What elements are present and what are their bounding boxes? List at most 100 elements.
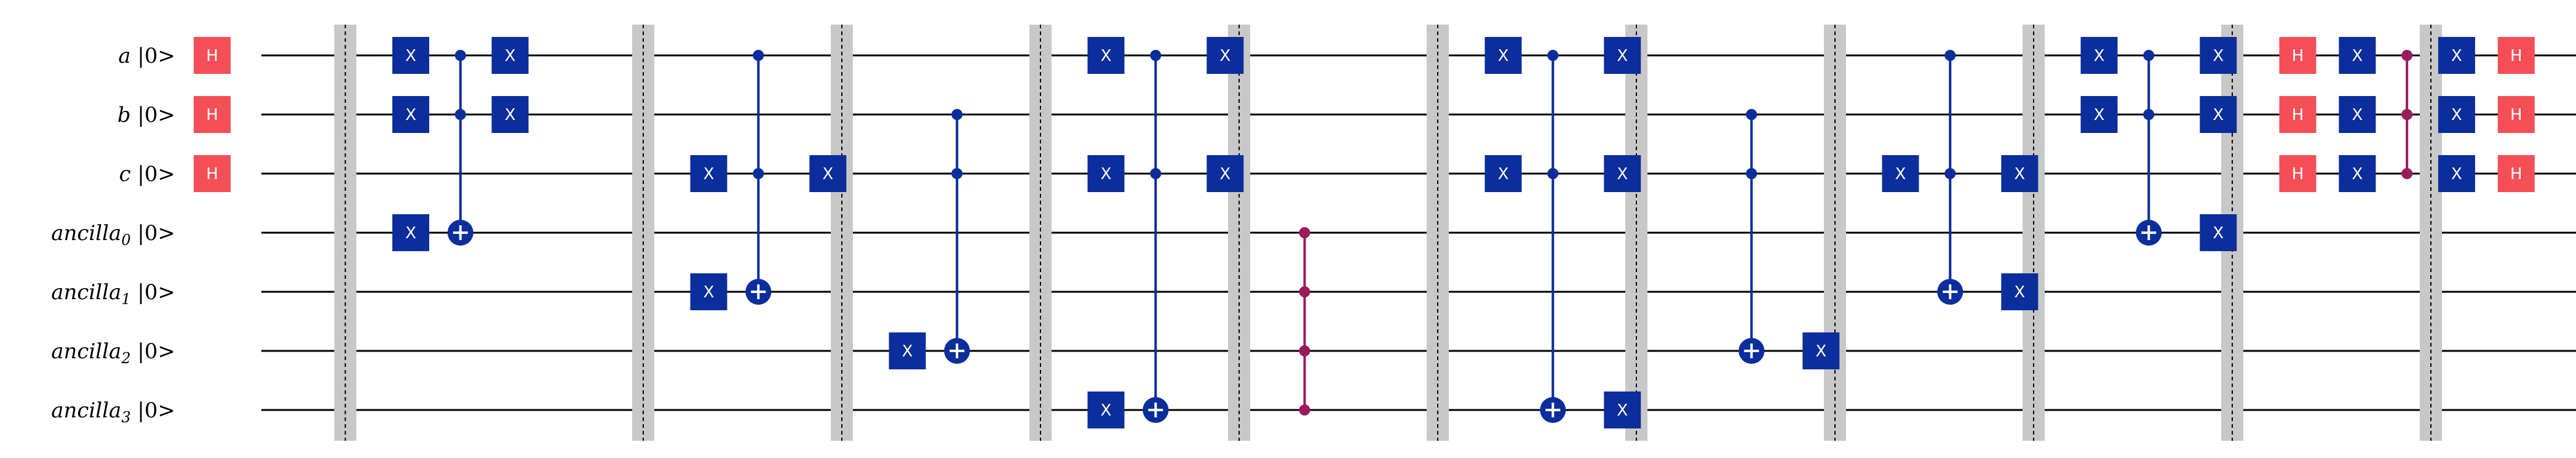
cx-gate	[2136, 50, 2162, 246]
gate-box	[690, 273, 727, 310]
qubit-name: ancilla	[51, 221, 121, 246]
gate-box	[2001, 155, 2039, 192]
x-gate: X	[2001, 273, 2039, 310]
gate-label: H	[2510, 47, 2522, 65]
gate-box	[392, 96, 429, 133]
gate-label: X	[2451, 47, 2462, 65]
gate-label: H	[206, 106, 218, 124]
cx-gate	[944, 109, 970, 364]
gate-label: X	[2352, 106, 2363, 124]
x-gate: X	[1087, 155, 1125, 192]
gate-box	[1484, 37, 1522, 74]
gate-box	[1604, 37, 1641, 74]
gate-label: X	[703, 165, 715, 183]
gate-box	[1604, 392, 1641, 428]
gates: H H H X X X X X X X X X X X X X X X X X X X X X X X X X X X X H H H X X X X X X…	[194, 37, 2535, 428]
gate-box	[690, 155, 727, 192]
x-gate: X	[392, 96, 429, 133]
gate-label: X	[2451, 106, 2462, 124]
gate-label: X	[2352, 47, 2363, 65]
gate-box	[2438, 155, 2475, 192]
gate-box	[2339, 155, 2376, 192]
cz-dot	[1299, 227, 1310, 238]
qubit-subscript: 3	[121, 409, 130, 426]
cx-gate	[1143, 50, 1169, 423]
cx-gate	[447, 50, 474, 246]
control-dot	[951, 109, 963, 120]
gate-label: X	[2213, 224, 2224, 243]
gate-box	[2080, 96, 2118, 133]
x-gate: X	[1207, 155, 1244, 192]
gate-label: X	[1101, 401, 1112, 420]
gate-label: H	[2292, 106, 2304, 124]
h-gate: H	[2497, 37, 2535, 74]
h-gate: H	[194, 155, 231, 192]
control-dot	[1547, 50, 1559, 61]
control-dot	[1944, 168, 1956, 179]
gate-box	[194, 96, 231, 133]
qubit-name: ancilla	[51, 398, 121, 423]
qubit-ket: |0>	[131, 221, 175, 246]
qubit-subscript: 1	[121, 291, 130, 308]
gate-label: X	[2094, 106, 2105, 124]
gate-box	[1207, 155, 1244, 192]
gate-label: X	[2213, 47, 2224, 65]
qubit-ket: |0>	[131, 398, 175, 423]
qubit-name: c	[119, 162, 131, 187]
control-dot	[951, 168, 963, 179]
x-gate: X	[1604, 155, 1641, 192]
x-gate: X	[1484, 155, 1522, 192]
cz-dot	[1299, 404, 1310, 416]
gate-box	[2001, 273, 2039, 310]
x-gate: X	[1604, 37, 1641, 74]
qubit-label-0: a |0>	[118, 44, 175, 68]
x-gate: X	[2080, 96, 2118, 133]
cz-dot	[2401, 168, 2413, 179]
gate-label: X	[2094, 47, 2105, 65]
control-dot	[1944, 50, 1956, 61]
gate-label: X	[1101, 47, 1112, 65]
gate-box	[2279, 96, 2316, 133]
gate-label: X	[505, 47, 516, 65]
cz-gate	[2401, 50, 2413, 179]
cz-dot	[1299, 286, 1310, 297]
control-dot	[1150, 168, 1162, 179]
x-gate: X	[809, 155, 847, 192]
barriers	[334, 25, 2442, 441]
gate-box	[2080, 37, 2118, 74]
gate-box	[1484, 155, 1522, 192]
x-gate: X	[1207, 37, 1244, 74]
x-gate: X	[1604, 392, 1641, 428]
cz-dot	[2401, 50, 2413, 61]
gate-box	[889, 332, 926, 369]
qubit-labels: a |0>b |0>c |0>ancilla0 |0>ancilla1 |0>a…	[51, 44, 175, 426]
qubit-ket: |0>	[131, 162, 175, 187]
gate-box	[2497, 37, 2535, 74]
h-gate: H	[2279, 37, 2316, 74]
control-dot	[753, 50, 764, 61]
gate-label: X	[902, 342, 913, 361]
x-gate: X	[2200, 96, 2237, 133]
qubit-name: ancilla	[51, 280, 121, 305]
x-gate: X	[2080, 37, 2118, 74]
control-dot	[1547, 168, 1559, 179]
gate-label: X	[1617, 401, 1628, 420]
x-gate: X	[690, 273, 727, 310]
x-gate: X	[1087, 392, 1125, 428]
gate-label: X	[822, 165, 833, 183]
h-gate: H	[194, 96, 231, 133]
gate-label: H	[2292, 165, 2304, 183]
x-gate: X	[2200, 37, 2237, 74]
gate-box	[194, 155, 231, 192]
control-dot	[1150, 50, 1162, 61]
qubit-label-3: ancilla0 |0>	[51, 221, 175, 249]
cz-dot	[1299, 345, 1310, 356]
gate-label: H	[2292, 47, 2304, 65]
gate-label: H	[2510, 165, 2522, 183]
cx-gate	[1937, 50, 1964, 305]
control-dot	[753, 168, 764, 179]
x-gate: X	[392, 37, 429, 74]
qubit-label-2: c |0>	[119, 162, 175, 187]
x-gate: X	[1882, 155, 1919, 192]
gate-box	[2200, 37, 2237, 74]
